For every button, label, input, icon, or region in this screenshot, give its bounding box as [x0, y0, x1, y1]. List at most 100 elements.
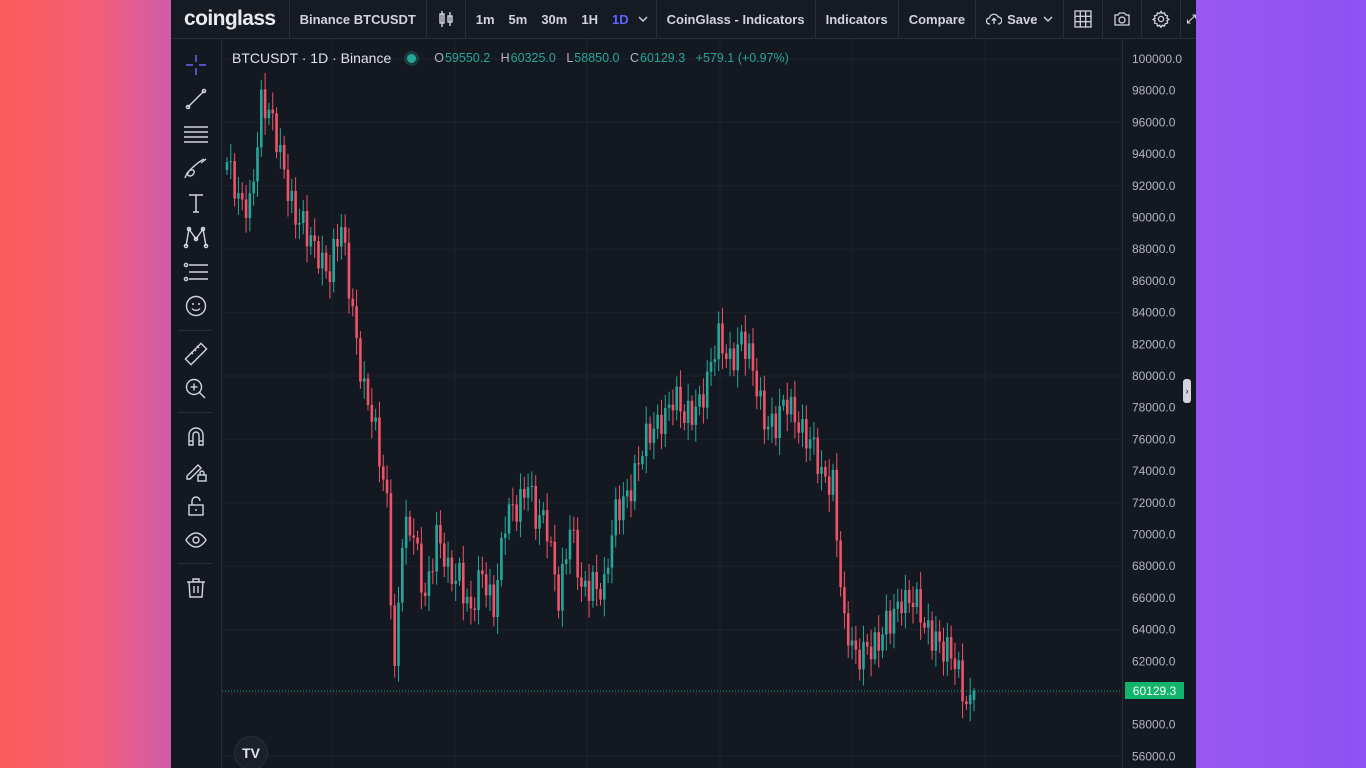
legend-title: BTCUSDT · 1D · Binance	[232, 50, 392, 66]
candle-body	[789, 396, 793, 415]
candle	[370, 388, 374, 439]
remove-drawings-tool[interactable]	[182, 574, 210, 602]
fullscreen-button[interactable]: ⤢	[1181, 0, 1196, 38]
emoji-tool[interactable]	[182, 292, 210, 320]
candle-body	[824, 466, 827, 477]
chart-legend: BTCUSDT · 1D · Binance O59550.2 H60325.0…	[232, 48, 789, 68]
crosshair-tool[interactable]	[182, 51, 210, 79]
interval-1m[interactable]: 1m	[475, 11, 495, 27]
chart-type-button[interactable]	[427, 0, 466, 38]
fib-tool[interactable]	[182, 258, 210, 286]
candle	[374, 408, 377, 431]
symbol-search-button[interactable]: Binance BTCUSDT	[290, 0, 427, 38]
candle	[408, 510, 412, 542]
candle	[260, 79, 263, 157]
candle	[713, 345, 717, 376]
candle-body	[507, 504, 511, 534]
candle-body	[740, 331, 743, 345]
candle	[873, 627, 877, 665]
brush-tool[interactable]	[182, 155, 210, 183]
interval-5m[interactable]: 5m	[508, 11, 528, 27]
candle	[526, 473, 530, 512]
candle-body	[656, 414, 659, 429]
candle	[824, 460, 827, 483]
snapshot-button[interactable]	[1103, 0, 1143, 38]
settings-button[interactable]	[1142, 0, 1182, 38]
candle-body	[907, 590, 911, 603]
candle-body	[610, 535, 614, 568]
text-tool[interactable]	[182, 189, 210, 217]
cloud-upload-icon	[986, 13, 1003, 25]
candle-body	[561, 563, 564, 611]
indicators-button[interactable]: Indicators	[816, 0, 899, 38]
interval-30m[interactable]: 30m	[541, 11, 568, 27]
chart-pane[interactable]	[222, 39, 1122, 768]
pattern-icon	[183, 226, 209, 249]
candle	[728, 331, 732, 376]
candle	[591, 565, 595, 608]
horizontal-lines-tool[interactable]	[182, 120, 210, 148]
candle-body	[397, 602, 400, 666]
unlock-tool[interactable]	[182, 492, 210, 520]
compare-button[interactable]: Compare	[899, 0, 977, 38]
candle-body	[759, 390, 762, 397]
magnet-tool[interactable]	[182, 422, 210, 450]
candle	[237, 176, 240, 215]
candle	[515, 494, 518, 532]
candle	[904, 574, 907, 629]
candle-body	[408, 516, 412, 536]
candle-body	[972, 690, 976, 701]
candle	[862, 625, 865, 686]
trend-line-tool[interactable]	[182, 85, 210, 113]
interval-1h[interactable]: 1H	[581, 11, 598, 27]
candle	[869, 629, 873, 677]
candle-body	[858, 649, 861, 670]
candle-body	[256, 147, 259, 182]
candle	[362, 361, 366, 399]
visibility-tool[interactable]	[182, 526, 210, 554]
candle	[789, 388, 793, 423]
top-toolbar: coinglass Binance BTCUSDT 1m 5m 30m 1H 1…	[171, 0, 1196, 39]
layout-button[interactable]	[1064, 0, 1104, 38]
chevron-down-icon	[1043, 16, 1053, 22]
lock-drawing-tool[interactable]	[182, 457, 210, 485]
price-axis[interactable]: 100000.0 98000.0 96000.0 94000.0 92000.0 9000…	[1122, 39, 1196, 768]
candle	[953, 642, 957, 685]
candle-body	[362, 378, 366, 382]
candle-body	[763, 390, 766, 430]
candle-body	[965, 701, 968, 705]
candle	[454, 563, 457, 601]
candle-body	[435, 525, 438, 572]
zoom-in-tool[interactable]	[182, 375, 210, 403]
candle	[835, 453, 839, 558]
right-panel-toggle[interactable]: ›	[1183, 379, 1191, 403]
candle	[637, 446, 640, 482]
candle	[633, 454, 637, 510]
candle-body	[423, 592, 427, 597]
interval-1d[interactable]: 1D	[611, 11, 629, 27]
candle	[229, 144, 233, 180]
candle-body	[488, 584, 492, 596]
candle-body	[675, 386, 679, 411]
candle	[484, 562, 488, 608]
save-button[interactable]: Save	[976, 0, 1065, 38]
candle-body	[724, 353, 728, 360]
candle	[801, 404, 804, 448]
candle	[744, 315, 747, 376]
pattern-tool[interactable]	[182, 223, 210, 251]
price-axis-labels: 100000.0 98000.0 96000.0 94000.0 92000.0 9000…	[1132, 52, 1182, 763]
candle-body	[305, 211, 309, 247]
interval-dropdown[interactable]	[636, 0, 657, 38]
ruler-tool[interactable]	[182, 340, 210, 368]
candle	[957, 651, 961, 678]
candle	[736, 327, 740, 388]
candle-body	[252, 181, 255, 194]
coinglass-indicators-button[interactable]: CoinGlass - Indicators	[657, 0, 816, 38]
legend-ohlc: O59550.2 H60325.0 L58850.0 C60129.3 +579…	[434, 51, 789, 65]
candle-body	[279, 144, 282, 153]
tradingview-logo[interactable]: TV	[234, 736, 268, 768]
save-label: Save	[1007, 11, 1038, 27]
candle-body	[568, 529, 572, 560]
candle	[831, 463, 835, 502]
candlestick-chart[interactable]	[222, 39, 1122, 768]
